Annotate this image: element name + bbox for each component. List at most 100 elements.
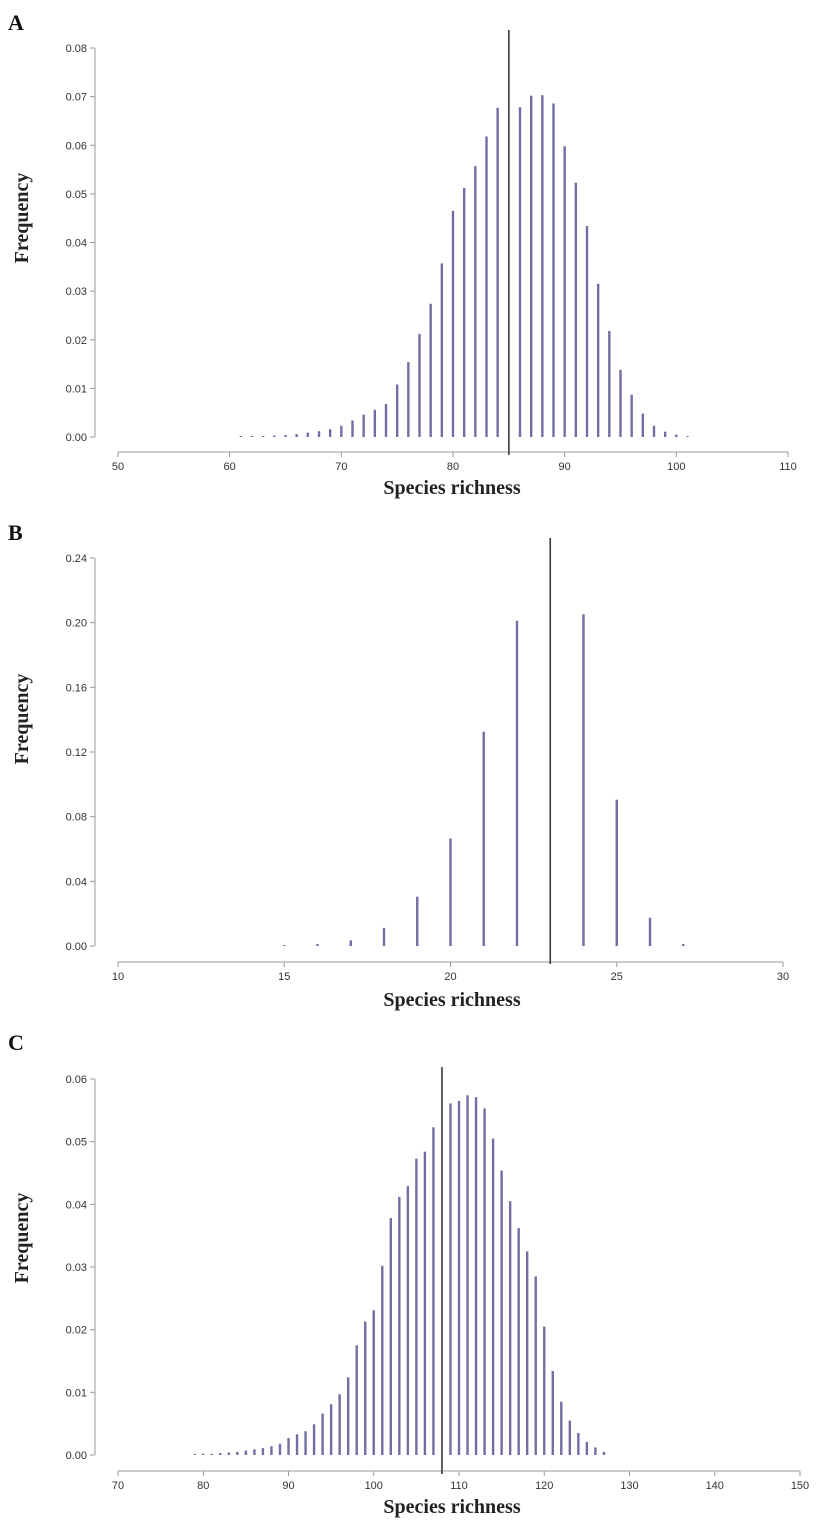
y-tick-label: 0.02 (66, 1325, 87, 1337)
y-tick-label: 0.04 (66, 876, 87, 888)
y-tick-label: 0.08 (66, 812, 87, 824)
y-tick-label: 0.03 (66, 1262, 87, 1274)
bar (652, 425, 656, 437)
bar (568, 1420, 572, 1455)
bar (574, 182, 578, 437)
y-axis-title-b: Frequency (11, 674, 33, 765)
bar (630, 394, 633, 437)
x-tick-label: 150 (791, 1480, 809, 1492)
x-tick-label: 50 (112, 461, 124, 473)
bar (287, 1438, 290, 1455)
bar (278, 1443, 282, 1455)
panel-b: B Frequency Species richness 0.000.040.0… (8, 520, 789, 1011)
bar (304, 1431, 307, 1455)
x-tick-label: 20 (444, 971, 456, 983)
bar (340, 425, 343, 437)
bar (466, 1095, 469, 1455)
bar (239, 436, 243, 437)
plot-area-a: 0.00 0.01 0.02 0.03 0.04 0.05 0.06 0.07 0.08 50 60… (66, 30, 797, 473)
bar (585, 1441, 589, 1455)
x-tick-label: 15 (278, 971, 290, 983)
bar (306, 432, 310, 437)
bar (482, 731, 485, 946)
plot-area-b: 0.00 0.04 0.08 0.12 0.16 0.20 0.24 10 15 20 25 30 (66, 538, 789, 983)
bar (362, 414, 365, 437)
y-tick-label: 0.12 (66, 747, 87, 759)
bar (373, 409, 377, 437)
y-tick-label: 0.00 (66, 941, 87, 953)
bar (596, 283, 600, 437)
bar (485, 136, 488, 437)
bar (543, 1326, 546, 1455)
bar (351, 420, 354, 437)
y-tick-label: 0.04 (66, 1199, 87, 1211)
y-tick-label: 0.03 (66, 286, 87, 298)
bar (321, 1413, 324, 1455)
x-tick-label: 90 (282, 1480, 294, 1492)
x-tick-label: 130 (620, 1480, 638, 1492)
bar (389, 1218, 392, 1455)
bar (406, 1186, 410, 1455)
bar (474, 166, 477, 437)
bar (328, 429, 332, 437)
bar (641, 413, 645, 437)
bar (316, 944, 319, 946)
bar (355, 1345, 358, 1455)
bar (423, 1151, 427, 1455)
bar (517, 1228, 520, 1455)
bar (440, 263, 444, 437)
bar (382, 927, 386, 946)
x-tick-label: 30 (777, 971, 789, 983)
bar (261, 1448, 265, 1455)
bar (312, 1424, 316, 1455)
y-tick-label: 0.00 (66, 432, 87, 444)
bar (284, 435, 287, 437)
y-tick-label: 0.04 (66, 238, 87, 250)
bar (449, 1103, 452, 1455)
bar (515, 620, 519, 946)
bar (253, 1449, 256, 1455)
bar (283, 945, 286, 946)
bar (551, 1371, 554, 1455)
y-tick-label: 0.00 (66, 1450, 87, 1462)
bar (508, 1201, 512, 1455)
x-tick-label: 120 (535, 1480, 553, 1492)
bar (541, 95, 544, 437)
x-tick-label: 70 (112, 1480, 124, 1492)
panel-c: C Frequency Species richness 0.000.010.0… (8, 1030, 809, 1518)
y-tick-label: 0.02 (66, 335, 87, 347)
bar (529, 95, 533, 437)
bar (491, 1138, 495, 1455)
x-axis-title-a: Species richness (383, 477, 520, 499)
panel-label-b: B (8, 520, 23, 545)
y-tick-label: 0.01 (66, 1387, 87, 1399)
x-tick-label: 100 (365, 1480, 383, 1492)
plot-area-c: 0.00 0.01 0.02 0.03 0.04 0.05 0.06 70 80 90 100 110… (66, 1067, 809, 1492)
bar (384, 403, 388, 437)
bar (686, 436, 689, 437)
bar (346, 1377, 350, 1455)
bar (244, 1450, 248, 1455)
y-tick-label: 0.16 (66, 682, 87, 694)
bar (338, 1394, 341, 1455)
y-tick-label: 0.05 (66, 189, 87, 201)
bar (193, 1454, 196, 1455)
y-axis-title-c: Frequency (11, 1193, 33, 1284)
bar (210, 1453, 213, 1455)
y-tick-label: 0.06 (66, 140, 87, 152)
bar (682, 944, 685, 946)
y-tick-label: 0.06 (66, 1074, 87, 1086)
bar (474, 1097, 478, 1455)
bar (602, 1451, 606, 1455)
bar (415, 1158, 418, 1455)
bar (416, 896, 419, 946)
bar (250, 436, 254, 437)
bar (594, 1447, 597, 1455)
y-tick-label: 0.01 (66, 383, 87, 395)
bar (432, 1127, 435, 1455)
bar (329, 1404, 333, 1455)
bar (295, 434, 298, 437)
bar (457, 1100, 461, 1455)
bar (449, 838, 452, 946)
